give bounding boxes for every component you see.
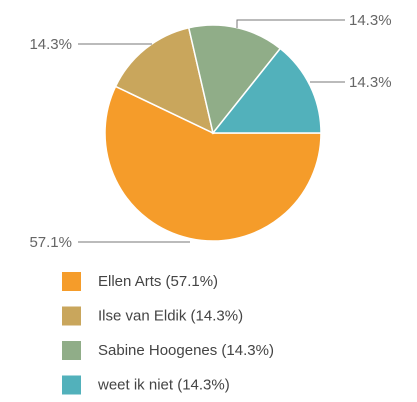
legend-label: weet ik niet (14.3%) [97,376,230,393]
pie-slice [211,47,322,134]
legend-label: Sabine Hoogenes (14.3%) [98,342,274,359]
legend-label: Ellen Arts (57.1%) [98,273,218,290]
data-label: 14.3% [29,36,72,53]
data-label: 14.3% [349,74,392,91]
legend-swatch [62,306,81,326]
legend-swatch [62,375,81,395]
legend-swatch [62,272,81,291]
legend-label: Ilse van Eldik (14.3%) [98,307,243,324]
data-label: 14.3% [349,12,392,29]
leader-line [236,19,345,28]
legend-swatch [62,341,81,360]
pie-slice [114,26,215,135]
data-label: 57.1% [29,234,72,251]
pie-slice [104,85,322,242]
